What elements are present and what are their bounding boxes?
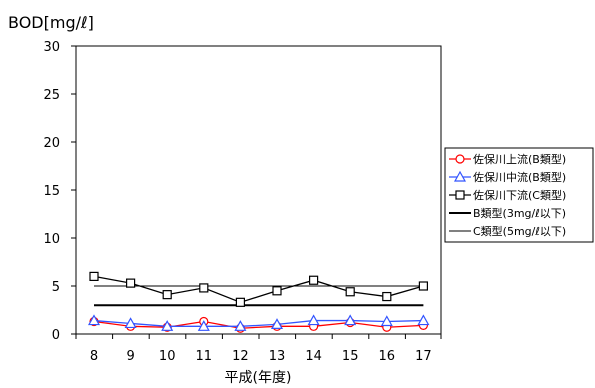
data-point (161, 320, 174, 331)
plot-area (75, 45, 442, 335)
legend-marker (453, 170, 467, 182)
data-point (87, 314, 101, 326)
y-axis: 0 5 10 15 20 25 30 (43, 40, 76, 343)
x-axis-label: 平成(年度) (225, 370, 292, 386)
y-tick-label: 20 (43, 136, 60, 151)
y-tick-label: 15 (43, 184, 60, 199)
x-tick-label: 8 (90, 349, 98, 364)
series-line (93, 275, 424, 304)
series-line (93, 320, 424, 329)
y-tick-label: 10 (43, 232, 60, 247)
data-point (89, 271, 99, 281)
legend-marker (455, 154, 465, 164)
x-tick-label: 10 (159, 349, 176, 364)
data-point (344, 314, 357, 326)
x-tick-label: 11 (196, 349, 213, 364)
series-1 (87, 314, 430, 331)
data-point (380, 315, 393, 327)
data-point (162, 290, 172, 300)
y-tick-label: 5 (52, 280, 60, 295)
x-axis: 8 9 10 11 12 13 14 15 16 17 (75, 334, 442, 364)
data-point (234, 320, 247, 331)
legend-label: 佐保川上流(B類型) (473, 152, 566, 166)
legend-item: B類型(3mg/ℓ以下) (449, 206, 566, 220)
y-tick-label: 25 (43, 88, 60, 103)
data-point (199, 283, 209, 293)
legend-item: C類型(5mg/ℓ以下) (449, 224, 566, 238)
data-point (124, 317, 137, 329)
x-tick-label: 17 (415, 349, 432, 364)
data-point (382, 291, 392, 302)
x-tick-label: 15 (342, 349, 359, 364)
legend-label: 佐保川中流(B類型) (473, 170, 566, 184)
legend-item: 佐保川上流(B類型) (449, 152, 566, 166)
series-layer (87, 271, 430, 333)
legend-label: C類型(5mg/ℓ以下) (473, 224, 566, 238)
x-tick-label: 12 (232, 349, 249, 364)
legend-label: 佐保川下流(C類型) (473, 188, 566, 202)
y-axis-label: BOD[mg/ℓ] (8, 13, 94, 32)
x-tick-label: 14 (305, 349, 322, 364)
y-tick-label: 30 (43, 40, 60, 55)
legend-label: B類型(3mg/ℓ以下) (473, 206, 566, 220)
x-tick-label: 13 (269, 349, 286, 364)
data-point (125, 278, 136, 288)
data-point (309, 275, 319, 285)
data-point (235, 297, 245, 307)
y-tick-label: 0 (52, 328, 60, 343)
data-point (307, 314, 320, 326)
data-point (417, 314, 430, 326)
legend-item: 佐保川中流(B類型) (449, 170, 566, 184)
series-line (93, 319, 424, 327)
x-tick-label: 9 (126, 349, 134, 364)
data-point (345, 287, 355, 297)
x-tick-label: 16 (379, 349, 396, 364)
data-point (418, 281, 428, 291)
legend-item: 佐保川下流(C類型) (449, 188, 566, 202)
data-point (270, 318, 284, 329)
series-2 (89, 271, 428, 307)
legend-marker (455, 190, 465, 200)
data-point (197, 320, 210, 331)
legend: 佐保川上流(B類型) 佐保川中流(B類型) 佐保川下流(C類型) B類型(3mg/ℓ以… (444, 147, 594, 243)
data-point (272, 286, 282, 296)
